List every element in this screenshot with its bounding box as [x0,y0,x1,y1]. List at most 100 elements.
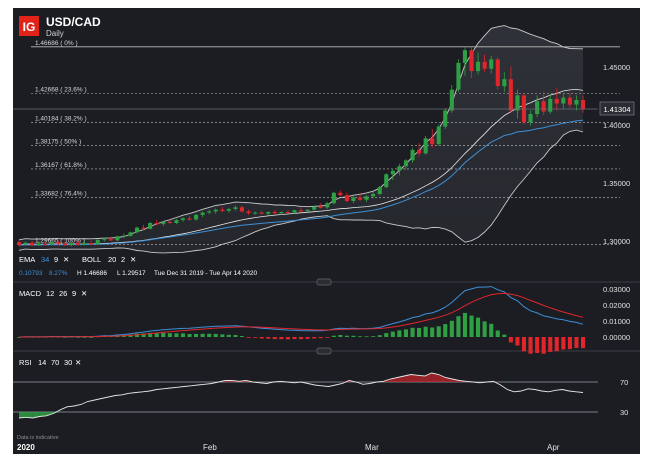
macd-histogram-bar [220,334,225,337]
candle-body [351,197,356,201]
macd-histogram-bar [266,337,271,339]
candle-body [62,243,67,246]
macd-histogram-bar [325,337,330,338]
candle-body [430,138,435,145]
candle-body [358,197,363,200]
rsi-tick-70: 70 [620,378,628,387]
macd-histogram-bar [154,332,159,337]
macd-histogram-bar [253,337,258,338]
candle-body [17,242,22,245]
macd-close-icon[interactable]: ✕ [81,289,87,298]
candle-body [502,79,507,87]
boll-label[interactable]: BOLL [82,255,101,264]
rsi-overbought-fill [438,374,446,382]
macd-histogram-bar [469,315,474,337]
rsi-overbought-fill [417,375,425,382]
macd-histogram-bar [574,337,579,348]
macd-label[interactable]: MACD [19,289,42,298]
fib-level-label: 1.38175 ( 50% ) [35,139,81,146]
candle-body [535,101,540,114]
price-tick: 1.35000 [603,179,630,188]
candle-body [69,243,74,246]
candle-body [417,149,422,154]
x-tick-feb: Feb [203,443,217,452]
macd-param-signal: 9 [72,289,76,298]
ema-close-icon[interactable]: ✕ [63,255,69,264]
candle-body [36,243,41,246]
rsi-label[interactable]: RSI [19,358,32,367]
rsi-param-upper: 70 [51,358,59,367]
macd-histogram-bar [239,336,244,337]
rsi-tick-30: 30 [620,408,628,417]
candle-body [469,50,474,72]
macd-histogram-bar [82,336,87,338]
candle-body [43,243,48,245]
macd-histogram-bar [128,334,133,337]
fib-level-label: 1.40184 ( 38.2% ) [35,115,87,122]
candle-body [561,97,566,104]
candle-body [390,170,395,175]
macd-histogram-bar [305,337,310,339]
macd-tick: 0.00000 [603,333,630,342]
macd-histogram-bar [279,337,284,340]
macd-histogram-bar [89,337,94,338]
candle-body [384,174,389,188]
candle-body [508,79,513,111]
macd-histogram-bar [62,336,67,338]
fib-level-label: 1.42668 ( 23.6% ) [35,87,87,94]
macd-histogram-bar [135,333,140,337]
chart-frame: IG USD/CAD Daily 1.46686 ( 0% ) 1.42668 (… [13,8,640,454]
candle-body [528,114,533,123]
bollinger-lower-line [18,129,584,254]
candle-body [371,194,376,197]
candle-body [495,59,500,87]
candle-body [436,126,441,145]
macd-histogram-bar [449,320,454,337]
candle-body [141,227,146,229]
macd-histogram-bar [285,337,290,340]
price-tick: 1.45000 [603,63,630,72]
macd-histogram-bar [299,337,304,340]
macd-signal-line [18,292,584,338]
info-low: L 1.29517 [117,270,146,277]
macd-histogram-bar [141,333,146,337]
macd-histogram-bar [318,337,323,339]
rsi-close-icon[interactable]: ✕ [75,358,81,367]
resize-handle-macd[interactable] [316,278,332,286]
bollinger-upper-line [18,25,584,241]
macd-histogram-bar [495,330,500,337]
macd-histogram-bar [489,323,494,337]
candle-body [462,50,467,63]
candle-body [403,160,408,167]
candle-body [574,100,579,105]
macd-histogram-bar [476,317,481,337]
boll-close-icon[interactable]: ✕ [130,255,136,264]
x-tick-mar: Mar [365,443,379,452]
macd-histogram-bar [364,336,369,338]
candle-body [305,209,310,212]
candle-body [548,98,553,112]
macd-histogram-bar [272,337,277,340]
ema-label[interactable]: EMA [19,255,35,264]
candle-body [541,101,546,112]
macd-histogram-bar [548,337,553,352]
resize-handle-rsi[interactable] [316,347,332,355]
candle-body [292,210,297,213]
macd-tick: 0.01000 [603,317,630,326]
macd-histogram-bar [207,333,212,337]
symbol-title: USD/CAD [46,15,101,29]
macd-histogram-bar [521,337,526,352]
candle-body [581,100,586,110]
macd-histogram-bar [528,337,533,354]
ema-line [18,119,584,246]
ig-logo-text: IG [23,20,36,34]
macd-histogram-bar [567,337,572,350]
candle-body [515,95,520,111]
macd-histogram-bar [410,327,415,337]
candle-body [194,214,199,220]
rsi-param-lower: 30 [64,358,72,367]
candle-body [30,242,35,246]
info-range: Tue Dec 31 2019 - Tue Apr 14 2020 [154,270,257,277]
candle-body [456,62,461,90]
candle-body [56,242,61,244]
